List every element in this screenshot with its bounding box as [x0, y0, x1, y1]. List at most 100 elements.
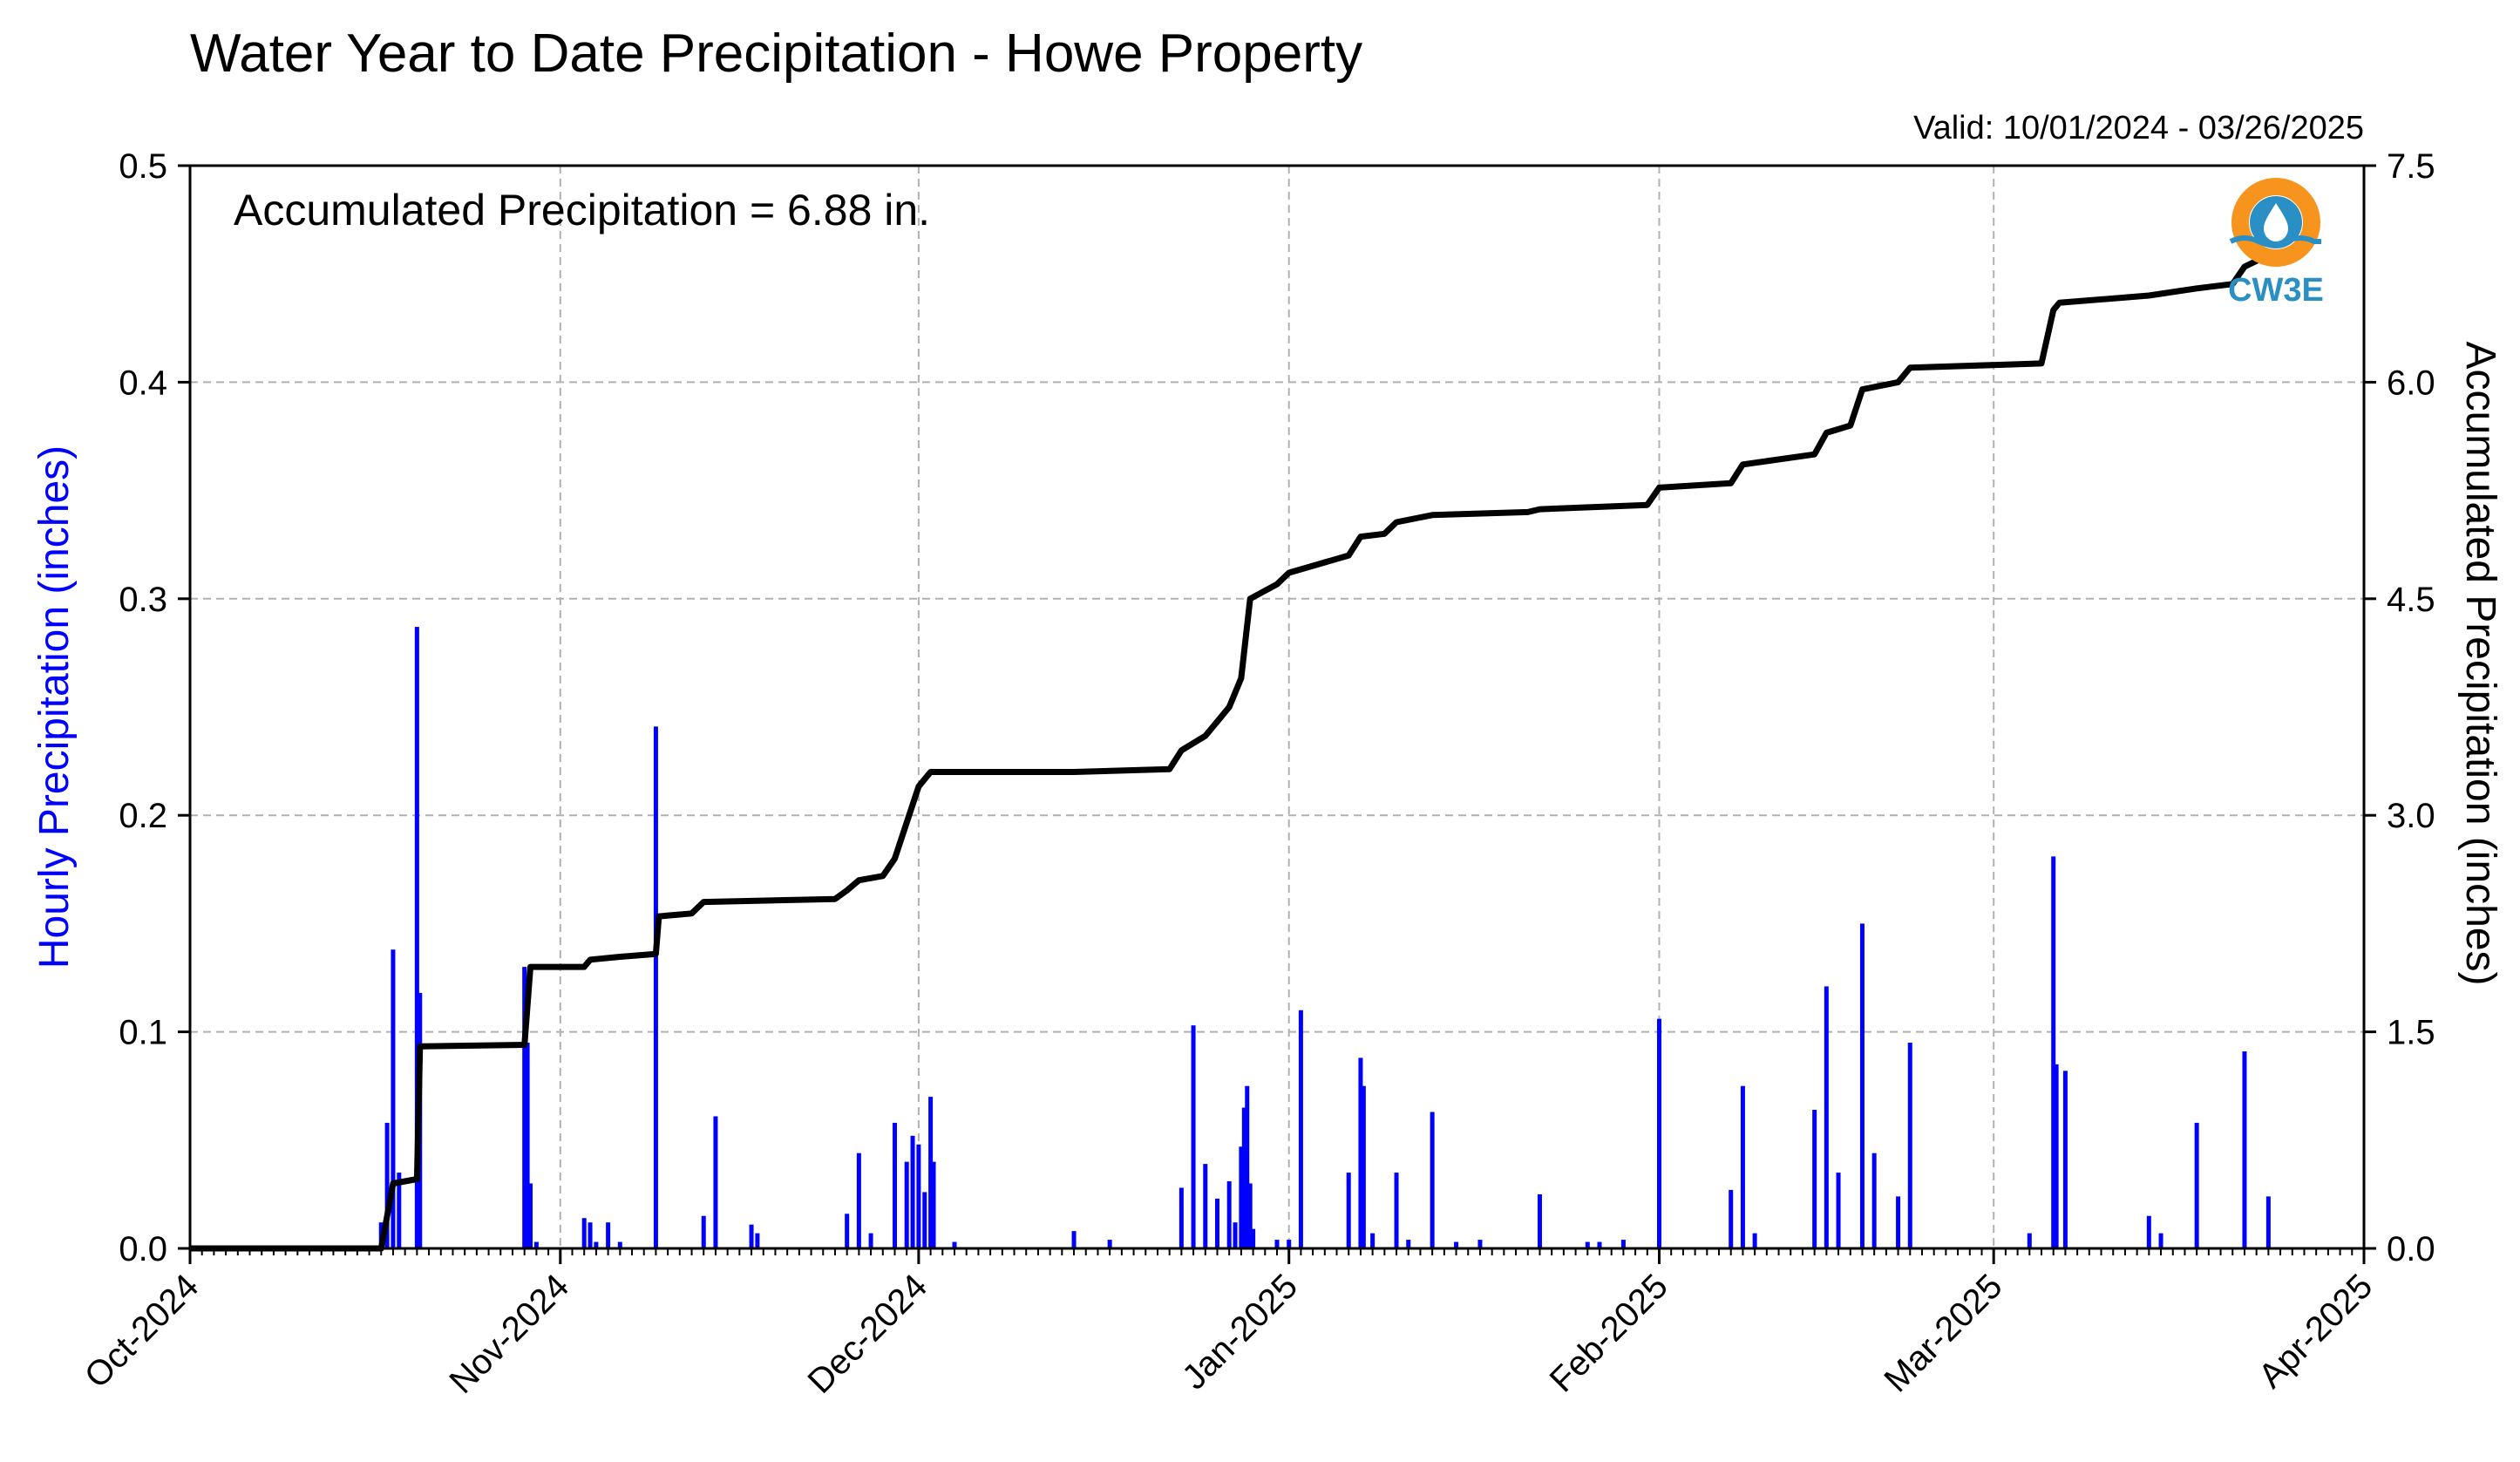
hourly-precip-bar [1585, 1241, 1590, 1248]
x-axis-tick-label: Apr-2025 [2252, 1267, 2380, 1395]
hourly-precip-bar [931, 1161, 936, 1248]
hourly-precip-bar [1430, 1112, 1435, 1248]
axes: 0.0 0.0 0.1 1.5 0.2 3.0 0.3 4.5 0.4 6.0 0.5 7.5 Oct-… [78, 147, 2435, 1401]
right-axis-tick-label: 4.5 [2387, 581, 2435, 619]
hourly-precip-bar [2265, 1196, 2271, 1248]
hourly-precip-bar [528, 1183, 533, 1248]
hourly-precip-bar [1370, 1233, 1375, 1248]
valid-date-range: Valid: 10/01/2024 - 03/26/2025 [1913, 110, 2364, 146]
hourly-precip-bar [533, 1241, 539, 1248]
hourly-precip-bar [2194, 1122, 2199, 1248]
hourly-precip-bar [1824, 986, 1829, 1248]
hourly-precip-bar [414, 627, 419, 1248]
x-axis-tick-label: Feb-2025 [1543, 1267, 1675, 1399]
hourly-precip-bar [749, 1224, 754, 1248]
hourly-precip-bar [594, 1241, 599, 1248]
hourly-precip-bar [391, 949, 396, 1248]
hourly-precip-bar [845, 1214, 850, 1248]
right-axis-tick-label: 0.0 [2387, 1230, 2435, 1268]
hourly-precip-bar [588, 1222, 593, 1248]
x-axis-tick-label: Nov-2024 [442, 1267, 576, 1401]
hourly-precip-bar [525, 1043, 530, 1248]
hourly-precip-bar [1346, 1173, 1351, 1248]
hourly-precip-bar [2051, 856, 2056, 1248]
hourly-precip-bar [910, 1135, 915, 1248]
hourly-precip-bar [1740, 1085, 1745, 1248]
hourly-precip-bar [1233, 1222, 1238, 1248]
hourly-precip-bar [1274, 1240, 1280, 1248]
logo-text: CW3E [2228, 272, 2324, 309]
hourly-precip-bar [1812, 1110, 1817, 1248]
hourly-precip-bar [713, 1116, 718, 1248]
hourly-precip-bar [1477, 1240, 1483, 1248]
hourly-precip-bar [1247, 1183, 1253, 1248]
left-axis-tick-label: 0.4 [119, 364, 167, 402]
hourly-precip-bar [1729, 1189, 1734, 1248]
right-axis-label: Accumulated Precipitation (inches) [2457, 341, 2503, 985]
hourly-precip-bar [2054, 1064, 2059, 1248]
hourly-precip-bar [1394, 1173, 1399, 1248]
hourly-precip-bar [701, 1215, 706, 1248]
hourly-precip-bar [1896, 1196, 1901, 1248]
hourly-precip-bar [1620, 1240, 1626, 1248]
hourly-precip-bar [1239, 1146, 1244, 1248]
hourly-precip-bar [1836, 1173, 1841, 1248]
hourly-precip-bar [1178, 1187, 1184, 1248]
hourly-precip-bar [653, 726, 658, 1248]
hourly-precip-bar [1203, 1164, 1208, 1248]
plot-frame [188, 164, 2366, 1250]
left-axis-tick-label: 0.5 [119, 147, 167, 186]
hourly-precip-bar [1657, 1018, 1662, 1248]
hourly-precip-bar [1361, 1085, 1366, 1248]
left-axis-tick-label: 0.2 [119, 797, 167, 835]
hourly-precip-bar [1907, 1043, 1912, 1248]
hourly-precip-bar [1454, 1241, 1459, 1248]
hourly-precip-bar [1597, 1241, 1602, 1248]
cw3e-logo: CW3E [2228, 178, 2324, 309]
accumulated-step-line [190, 252, 2292, 1252]
hourly-precip-bar [2027, 1233, 2032, 1248]
x-axis-tick-label: Jan-2025 [1175, 1267, 1305, 1397]
hourly-precip-bar [1859, 923, 1865, 1248]
hourly-precip-bar [581, 1218, 587, 1248]
logo-ring-icon [2231, 178, 2320, 267]
hourly-precip-bar [1298, 1010, 1303, 1248]
right-axis-tick-label: 3.0 [2387, 797, 2435, 835]
right-axis-tick-label: 7.5 [2387, 147, 2435, 186]
hourly-precip-bar [522, 967, 527, 1248]
left-axis-label: Hourly Precipitation (inches) [31, 445, 78, 969]
hourly-precip-bar [916, 1144, 921, 1248]
hourly-precip-bar [1191, 1025, 1196, 1248]
hourly-precip-bar [922, 1192, 927, 1248]
hourly-precip-bar [1107, 1240, 1112, 1248]
x-axis-tick-label: Mar-2025 [1877, 1267, 2009, 1399]
hourly-precip-bar [1358, 1057, 1363, 1248]
hourly-precip-bar [1245, 1085, 1250, 1248]
hourly-precip-bar [2146, 1215, 2151, 1248]
hourly-precip-bar [397, 1173, 402, 1248]
hourly-precip-bar [1871, 1153, 1877, 1248]
hourly-precip-bar [755, 1233, 760, 1248]
right-axis-tick-label: 6.0 [2387, 364, 2435, 402]
hourly-precip-bar [952, 1241, 957, 1248]
hourly-precip-bar [1287, 1240, 1292, 1248]
hourly-precip-bar [1226, 1180, 1232, 1248]
hourly-precip-bar [904, 1161, 909, 1248]
hourly-precip-bar [1406, 1240, 1411, 1248]
hourly-precip-bar [1251, 1228, 1256, 1248]
hourly-precip-bar [868, 1233, 873, 1248]
x-axis-tick-label: Dec-2024 [801, 1267, 935, 1401]
accumulated-precipitation-line [190, 252, 2292, 1252]
hourly-precip-bar [2242, 1051, 2247, 1248]
right-axis-tick-label: 1.5 [2387, 1014, 2435, 1052]
chart-title: Water Year to Date Precipitation - Howe … [190, 24, 1362, 84]
water-drop-icon [2264, 203, 2288, 241]
hourly-precip-bar [2062, 1071, 2068, 1248]
logo-wave-icon [2229, 235, 2321, 248]
hourly-precip-bar [2158, 1233, 2163, 1248]
hourly-precip-bar [384, 1122, 390, 1248]
x-axis-tick-label: Oct-2024 [78, 1267, 206, 1395]
left-axis-tick-label: 0.3 [119, 581, 167, 619]
hourly-precip-bar [1214, 1198, 1219, 1248]
